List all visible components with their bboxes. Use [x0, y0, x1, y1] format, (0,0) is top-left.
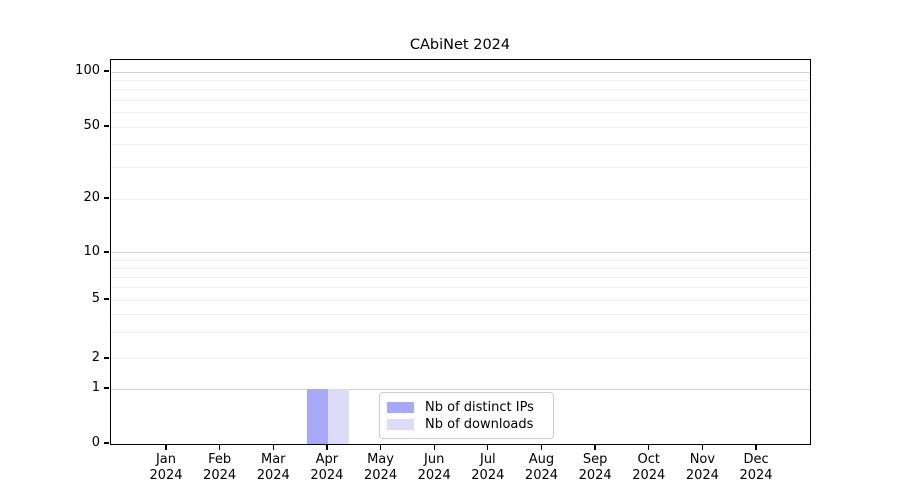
month-label: Jul [479, 452, 496, 467]
gridline-y-3 [111, 332, 810, 334]
y-tick-label-5: 5 [91, 291, 100, 306]
gridline-y-30 [111, 166, 810, 168]
month-label: Jan [155, 452, 177, 467]
x-tick-label-apr: Apr 2024 [297, 452, 357, 483]
y-tick-label-10: 10 [83, 243, 100, 259]
y-tick-mark-20 [104, 197, 109, 199]
y-tick-mark-50 [104, 125, 109, 127]
plot-area: Nb of distinct IPs Nb of downloads [110, 59, 811, 445]
legend-label-series0: Nb of distinct IPs [425, 399, 534, 415]
x-tick-label-oct: Oct 2024 [619, 452, 679, 483]
y-tick-mark-10 [104, 251, 109, 253]
chart-title: CAbiNet 2024 [409, 37, 511, 53]
gridline-y-5 [111, 299, 810, 301]
legend-label-series1: Nb of downloads [425, 416, 534, 432]
gridline-y-60 [111, 112, 810, 114]
legend-row-series1: Nb of downloads [387, 416, 545, 433]
legend-swatch-series0 [387, 402, 414, 413]
x-tick-label-nov: Nov 2024 [672, 452, 732, 483]
x-tick-mark-mar [272, 444, 274, 450]
gridline-y-6 [111, 287, 810, 289]
gridline-y-50 [111, 126, 810, 128]
y-tick-label-2: 2 [91, 349, 100, 365]
legend-swatch-series1 [387, 419, 414, 430]
x-tick-mark-oct [648, 444, 650, 450]
bar-apr-series0 [306, 389, 328, 444]
gridline-y-70 [111, 99, 810, 101]
y-tick-mark-0 [104, 442, 109, 444]
month-label: Dec [743, 452, 769, 467]
legend-row-series0: Nb of distinct IPs [387, 399, 545, 416]
month-label: Aug [528, 452, 555, 467]
gridline-y-9 [111, 259, 810, 261]
gridline-y-40 [111, 144, 810, 146]
year-label: 2024 [685, 467, 719, 483]
x-tick-label-jul: Jul 2024 [458, 452, 518, 483]
x-tick-mark-nov [701, 444, 704, 450]
month-label: Nov [689, 452, 716, 467]
y-tick-mark-2 [104, 357, 109, 359]
x-tick-mark-may [379, 444, 382, 450]
x-tick-label-dec: Dec 2024 [726, 452, 786, 483]
month-label: Oct [637, 452, 660, 467]
month-label: Feb [208, 452, 232, 467]
x-tick-label-mar: Mar 2024 [243, 452, 303, 483]
legend: Nb of distinct IPs Nb of downloads [379, 392, 554, 439]
month-label: Mar [261, 452, 286, 467]
x-tick-label-may: May 2024 [351, 452, 411, 483]
x-tick-mark-aug [540, 444, 543, 450]
year-label: 2024 [203, 467, 237, 483]
year-label: 2024 [632, 467, 666, 483]
year-label: 2024 [417, 467, 451, 483]
y-tick-label-20: 20 [83, 190, 100, 205]
gridline-y-90 [111, 79, 810, 81]
month-label: May [367, 452, 394, 467]
gridline-y-80 [111, 89, 810, 91]
x-tick-label-feb: Feb 2024 [190, 452, 250, 483]
year-label: 2024 [524, 467, 559, 483]
gridline-y-10 [111, 252, 810, 254]
x-tick-label-jan: Jan 2024 [136, 452, 196, 483]
year-label: 2024 [471, 467, 505, 483]
year-label: 2024 [364, 467, 398, 483]
gridline-y-100 [111, 71, 810, 73]
year-label: 2024 [578, 467, 612, 483]
y-tick-label-1: 1 [91, 380, 100, 395]
gridline-y-20 [111, 198, 810, 200]
year-label: 2024 [310, 467, 344, 483]
x-tick-label-jun: Jun 2024 [404, 452, 464, 483]
gridline-y-2 [111, 358, 810, 360]
gridline-y-4 [111, 313, 810, 315]
year-label: 2024 [256, 467, 290, 483]
y-tick-mark-5 [104, 298, 109, 300]
year-label: 2024 [739, 467, 773, 483]
x-tick-mark-sep [594, 444, 596, 450]
x-tick-label-aug: Aug 2024 [511, 452, 571, 483]
bar-apr-series1 [327, 389, 350, 444]
y-tick-label-100: 100 [75, 63, 100, 78]
x-tick-mark-dec [755, 444, 757, 450]
year-label: 2024 [149, 467, 183, 483]
y-tick-mark-100 [104, 70, 109, 72]
y-tick-label-0: 0 [91, 435, 100, 450]
gridline-y-8 [111, 267, 810, 269]
x-tick-mark-jan [165, 444, 167, 450]
month-label: Jun [424, 452, 445, 467]
x-tick-label-sep: Sep 2024 [565, 452, 625, 483]
month-label: Sep [582, 452, 608, 467]
x-tick-mark-jun [433, 444, 435, 450]
y-tick-label-50: 50 [83, 118, 100, 133]
x-tick-mark-apr [326, 444, 328, 450]
month-label: Apr [315, 452, 339, 467]
x-tick-mark-feb [218, 444, 221, 450]
gridline-y-7 [111, 276, 810, 278]
gridline-y-1 [111, 388, 810, 390]
x-tick-mark-jul [487, 444, 489, 450]
y-tick-mark-1 [104, 387, 109, 389]
